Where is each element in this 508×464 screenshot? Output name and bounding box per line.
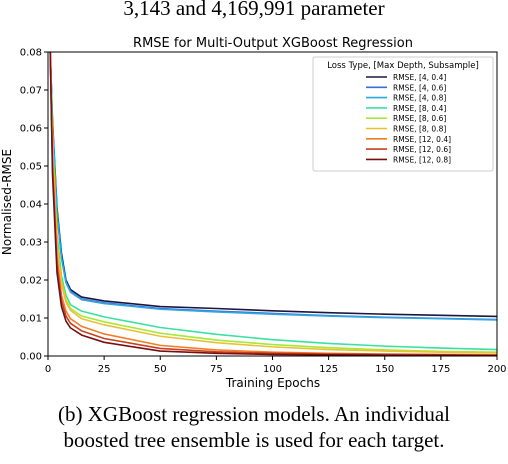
rmse-line-chart: RMSE for Multi-Output XGBoost Regression… [0, 36, 507, 390]
legend-entry-1: RMSE, [4, 0.4] [393, 73, 446, 82]
legend: Loss Type, [Max Depth, Subsample] RMSE, [… [312, 56, 494, 172]
x-tick-label: 75 [210, 364, 223, 375]
x-tick-label: 50 [154, 364, 167, 375]
y-tick-label: 0.02 [20, 276, 42, 287]
y-tick-label: 0.07 [20, 86, 42, 97]
legend-entry-6: RMSE, [8, 0.8] [393, 125, 446, 134]
legend-entry-9: RMSE, [12, 0.8] [393, 155, 451, 164]
x-tick-label: 25 [98, 364, 111, 375]
plot-area: 0 25 50 75 100 125 150 175 200 0.00 0.01 0.02 0.03 0.… [20, 48, 507, 376]
x-tick-label: 0 [45, 364, 51, 375]
series-line-6 [49, 52, 497, 354]
series-line-9 [49, 52, 497, 356]
caption-line-1: (b) XGBoost regression models. An indivi… [58, 402, 450, 426]
y-tick-label: 0.01 [20, 314, 42, 325]
legend-title: Loss Type, [Max Depth, Subsample] [327, 61, 479, 71]
legend-entry-2: RMSE, [4, 0.6] [393, 83, 446, 92]
x-tick-label: 200 [487, 364, 506, 375]
y-tick-label: 0.05 [20, 162, 42, 173]
y-tick-label: 0.08 [20, 48, 42, 59]
series-line-3 [49, 52, 497, 321]
figure-caption: (b) XGBoost regression models. An indivi… [0, 401, 508, 453]
y-tick-label: 0.04 [20, 200, 42, 211]
y-tick-label: 0.00 [20, 352, 42, 363]
legend-entry-7: RMSE, [12, 0.4] [393, 135, 451, 144]
legend-entry-8: RMSE, [12, 0.6] [393, 145, 451, 154]
y-tick-label: 0.06 [20, 124, 42, 135]
x-tick-label: 175 [431, 364, 450, 375]
legend-box [312, 56, 494, 172]
header-text-fragment: 3,143 and 4,169,991 parameter [123, 0, 385, 20]
x-tick-label: 150 [375, 364, 394, 375]
y-tick-label: 0.03 [20, 238, 42, 249]
x-tick-label: 125 [319, 364, 338, 375]
y-axis-label: Normalised-RMSE [0, 149, 14, 255]
legend-entry-3: RMSE, [4, 0.8] [393, 94, 446, 103]
legend-entry-5: RMSE, [8, 0.6] [393, 114, 446, 123]
chart-title: RMSE for Multi-Output XGBoost Regression [133, 36, 413, 51]
legend-entry-4: RMSE, [8, 0.4] [393, 104, 446, 113]
x-axis-label: Training Epochs [225, 376, 320, 390]
caption-line-2: boosted tree ensemble is used for each t… [63, 428, 445, 452]
series-lines [49, 52, 497, 356]
x-tick-label: 100 [263, 364, 282, 375]
